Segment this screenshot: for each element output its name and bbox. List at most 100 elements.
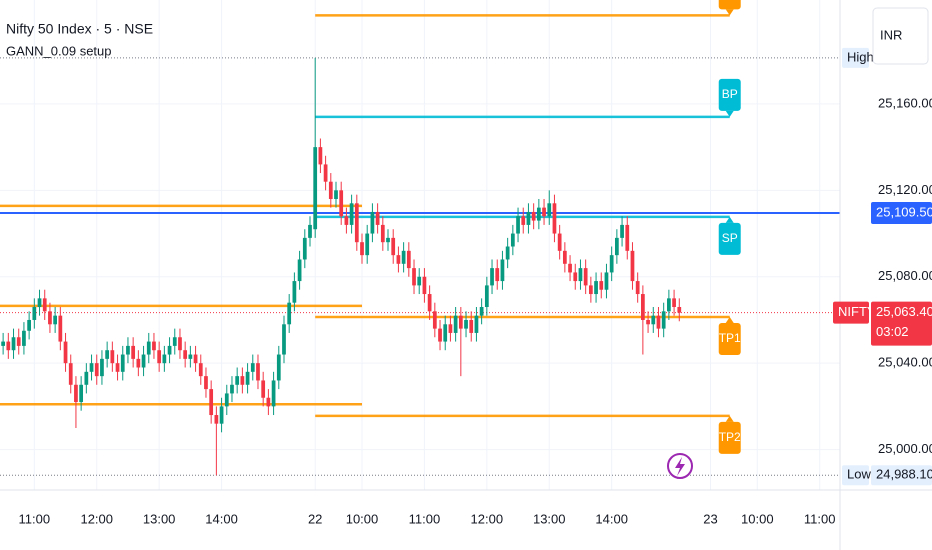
candle-body (406, 250, 411, 269)
candle-body (178, 337, 182, 351)
y-tick-label: 25,000.00 (878, 441, 932, 456)
candle-body (297, 259, 302, 282)
candle-body (126, 345, 130, 355)
candle-body (625, 224, 630, 251)
candle-body (641, 294, 645, 320)
candle-body (276, 354, 281, 381)
candle-body (661, 311, 666, 329)
candle-body (667, 298, 671, 312)
candle-body (141, 354, 146, 368)
candle-body (427, 294, 432, 312)
candle-body (349, 203, 354, 225)
candle-body (562, 250, 567, 264)
candle-body (79, 384, 84, 403)
hline-badge-box (871, 202, 932, 225)
candle-body (469, 319, 474, 333)
candle-body (552, 203, 557, 234)
x-tick-label: 13:00 (533, 511, 566, 526)
candle-body (588, 285, 593, 295)
candle-body (32, 307, 37, 320)
level-label: TP1 (719, 331, 741, 345)
currency-box[interactable] (872, 7, 929, 65)
candle-body (344, 216, 349, 225)
candle-body (354, 203, 359, 243)
candle-body (391, 237, 396, 256)
level-label: SP (722, 231, 738, 245)
candle-body (100, 358, 104, 377)
low-badge: Low (842, 465, 871, 486)
candle-body (94, 363, 99, 377)
candle-body (115, 363, 120, 372)
candle-body (412, 268, 416, 286)
x-tick-label: 14:00 (595, 511, 628, 526)
candle-body (516, 216, 520, 234)
candle-body (261, 380, 266, 398)
lightning-icon[interactable] (667, 453, 693, 479)
candle-body (500, 259, 505, 282)
candle-body (42, 298, 47, 312)
candle-body (224, 393, 229, 407)
level-tag (718, 421, 741, 454)
candle-body (620, 224, 624, 238)
low-badge-text: Low (847, 467, 871, 482)
candle-body (282, 324, 286, 355)
level-tag-pointer (725, 110, 734, 117)
candle-body (547, 203, 552, 217)
candle-body (11, 337, 16, 351)
candle-body (318, 147, 323, 165)
candle-body (464, 319, 468, 329)
candle-body (526, 211, 531, 225)
candle-body (599, 281, 604, 290)
currency[interactable]: INR (880, 27, 902, 42)
candle-body (453, 315, 458, 333)
candle-body (672, 298, 676, 308)
y-tick-label: 25,080.00 (878, 268, 932, 283)
candle-body (167, 345, 172, 355)
candle-body (474, 315, 479, 333)
candle-body (84, 371, 89, 385)
candle-body (287, 302, 292, 325)
level-tag-pointer (725, 415, 734, 422)
chart-title: Nifty 50 Index · 5 · NSE (6, 21, 153, 37)
x-tick-label: 11:00 (19, 511, 51, 526)
y-tick-label: 25,160.00 (878, 95, 932, 110)
candle-body (6, 341, 11, 351)
candle-body (110, 350, 115, 364)
candle-body (292, 281, 297, 303)
candle-body (131, 345, 136, 359)
candle-body (240, 376, 245, 385)
candle-body (594, 281, 598, 295)
candle-body (313, 147, 318, 230)
candle-body (256, 363, 260, 381)
candle-body (250, 363, 255, 372)
candle-body (583, 268, 588, 286)
candle-body (58, 315, 63, 342)
level-tag (718, 222, 741, 255)
candle-body (230, 384, 234, 394)
candle-body (63, 341, 68, 364)
candle-body (531, 211, 536, 221)
candle-body (438, 328, 442, 342)
candle-body (578, 268, 583, 282)
level-label: TP2 (719, 430, 741, 444)
candle-body (162, 354, 167, 364)
y-tick-label: 25,040.00 (878, 355, 932, 370)
candle-body (495, 268, 500, 282)
hline-badge: 25,109.50 (871, 202, 932, 225)
y-tick-label: 25,120.00 (878, 182, 932, 197)
candle-body (386, 237, 390, 243)
candle-body (37, 298, 42, 308)
level-tag-pointer (725, 216, 734, 223)
symbol-badge-text: NIFTY (838, 304, 876, 319)
candle-body (536, 207, 541, 221)
candle-body (16, 337, 21, 346)
candle-body (479, 307, 484, 316)
candle-body (334, 190, 338, 199)
last-price-box (871, 301, 932, 346)
candle-body (604, 272, 609, 290)
x-tick-label: 12:00 (471, 511, 504, 526)
symbol-badge: NIFTY (833, 301, 876, 324)
candle-body (573, 272, 578, 282)
